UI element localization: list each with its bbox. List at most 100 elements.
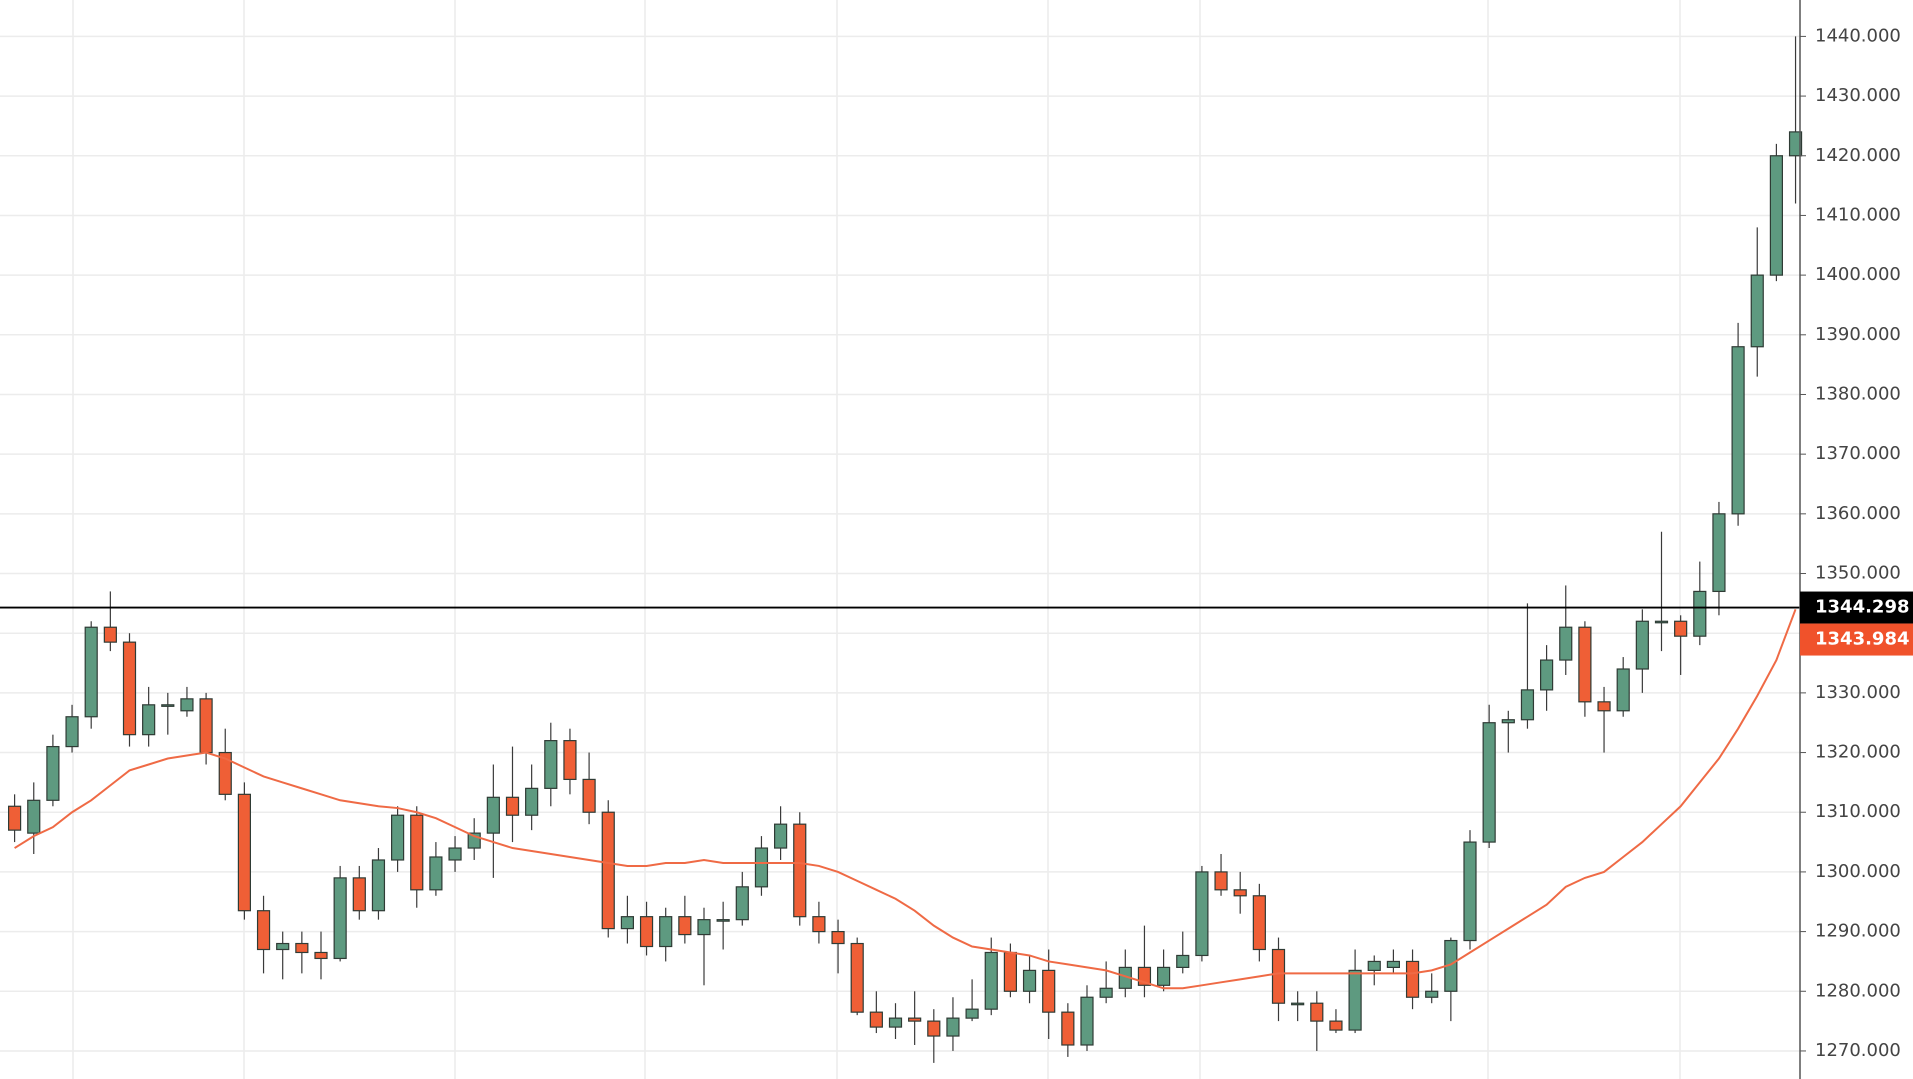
candle-body bbox=[161, 704, 175, 707]
candle-body bbox=[1176, 954, 1190, 968]
candle-body bbox=[1061, 1011, 1075, 1046]
y-tick-label: 1400.000 bbox=[1815, 264, 1901, 285]
candle-body bbox=[1022, 969, 1037, 992]
candle-body bbox=[831, 930, 845, 945]
candle-body bbox=[793, 823, 807, 918]
candle-body bbox=[735, 886, 749, 921]
candle-body bbox=[1003, 951, 1018, 992]
y-tick-label: 1360.000 bbox=[1815, 503, 1901, 524]
candle-body bbox=[1616, 668, 1630, 712]
candle-body bbox=[869, 1011, 883, 1028]
y-tick-label: 1290.000 bbox=[1815, 921, 1901, 942]
price-label-box bbox=[1800, 623, 1913, 656]
candle-body bbox=[773, 823, 788, 849]
moving-average-line bbox=[14, 608, 1797, 990]
candle-body bbox=[295, 942, 309, 954]
candle-body bbox=[850, 942, 864, 1013]
candle-body bbox=[984, 951, 998, 1010]
candle-body bbox=[908, 1017, 922, 1022]
candle-body bbox=[697, 919, 711, 936]
candle-body bbox=[1405, 960, 1420, 998]
candle-body bbox=[525, 787, 539, 816]
candle-body bbox=[812, 916, 826, 933]
candle-body bbox=[1367, 960, 1381, 971]
y-tick-label: 1410.000 bbox=[1815, 204, 1901, 225]
y-tick-label: 1350.000 bbox=[1815, 563, 1901, 584]
y-tick-label: 1430.000 bbox=[1815, 85, 1901, 106]
y-tick-label: 1270.000 bbox=[1815, 1040, 1901, 1061]
candle-body bbox=[1769, 155, 1784, 276]
candle-body bbox=[1386, 960, 1401, 968]
price-axis: 1270.000 1280.000 1290.000 1300.000 1310.000… bbox=[1799, 0, 1913, 1079]
candle-body bbox=[1482, 722, 1496, 843]
candle-body bbox=[1233, 889, 1247, 897]
candle-body bbox=[27, 799, 41, 834]
candle-body bbox=[448, 847, 462, 861]
candle-body bbox=[678, 916, 692, 936]
price-label: 1343.984 bbox=[1815, 629, 1910, 650]
candle-body bbox=[410, 814, 424, 891]
candle-body bbox=[1693, 590, 1707, 637]
candle-body bbox=[1539, 659, 1554, 691]
y-tick-label: 1420.000 bbox=[1815, 145, 1901, 166]
candle-body bbox=[1348, 969, 1362, 1031]
candle-body bbox=[888, 1017, 903, 1028]
candle-body bbox=[1463, 841, 1477, 942]
candle-body bbox=[1597, 701, 1611, 712]
y-tick-label: 1380.000 bbox=[1815, 383, 1901, 404]
candle-body bbox=[544, 740, 558, 789]
grid bbox=[0, 0, 1800, 1079]
candle-body bbox=[927, 1020, 941, 1037]
candle-body bbox=[1635, 620, 1649, 670]
candle-body bbox=[1425, 990, 1439, 998]
candle-body bbox=[505, 796, 520, 816]
candle-body bbox=[276, 942, 290, 951]
y-tick-label: 1390.000 bbox=[1815, 324, 1901, 345]
candle-body bbox=[256, 910, 271, 951]
candle-body bbox=[601, 811, 615, 930]
candle-body bbox=[1750, 274, 1764, 348]
candle-body bbox=[582, 778, 596, 813]
candle-body bbox=[1099, 987, 1113, 998]
candle-body bbox=[371, 859, 386, 912]
candle-body bbox=[1195, 871, 1209, 957]
candle-body bbox=[122, 641, 137, 736]
candle-body bbox=[65, 716, 79, 748]
candle-body bbox=[1520, 689, 1535, 721]
candle-body bbox=[1042, 969, 1056, 1013]
candle-body bbox=[180, 698, 194, 712]
candle-body bbox=[8, 805, 22, 831]
marks bbox=[0, 36, 1803, 1063]
candle-body bbox=[352, 877, 366, 912]
candle-body bbox=[103, 626, 117, 643]
candle-body bbox=[46, 745, 60, 801]
candle-body bbox=[314, 951, 328, 960]
candle-body bbox=[639, 916, 654, 948]
y-tick-label: 1280.000 bbox=[1815, 980, 1901, 1001]
candle-body bbox=[965, 1008, 979, 1019]
y-tick-label: 1300.000 bbox=[1815, 861, 1901, 882]
price-label: 1344.298 bbox=[1815, 597, 1910, 618]
candle-body bbox=[1156, 966, 1171, 986]
y-tick-label: 1440.000 bbox=[1815, 25, 1901, 46]
candle-body bbox=[1559, 626, 1573, 661]
y-tick-label: 1370.000 bbox=[1815, 443, 1901, 464]
candle-body bbox=[1252, 895, 1266, 951]
price-label-box bbox=[1800, 591, 1913, 624]
candle-body bbox=[1329, 1020, 1343, 1031]
candle-body bbox=[84, 626, 98, 718]
candle-body bbox=[1291, 1002, 1305, 1006]
candle-body bbox=[391, 814, 405, 861]
candle-body bbox=[237, 793, 251, 912]
candle-body bbox=[1578, 626, 1592, 703]
candle-body bbox=[1501, 719, 1515, 724]
y-tick-label: 1330.000 bbox=[1815, 682, 1901, 703]
candle-body bbox=[1731, 346, 1745, 515]
y-tick-label: 1320.000 bbox=[1815, 742, 1901, 763]
candle-body bbox=[333, 877, 347, 960]
candle-body bbox=[1654, 620, 1669, 624]
candle-body bbox=[620, 916, 635, 930]
candle-body bbox=[1310, 1002, 1324, 1022]
